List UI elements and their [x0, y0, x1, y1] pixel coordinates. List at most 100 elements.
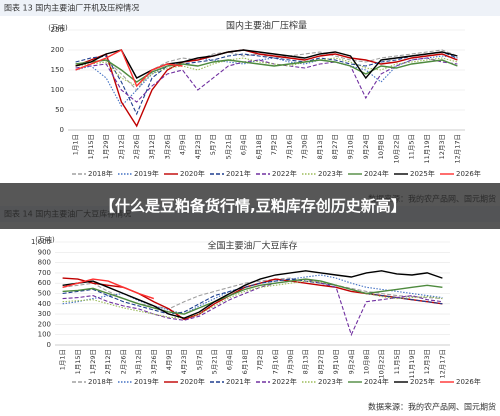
legend-label: 2026年 [456, 169, 481, 178]
series-line [75, 55, 458, 107]
x-tick-label: 8月27日 [331, 134, 339, 159]
y-tick-label: 300 [38, 310, 51, 318]
x-tick-label: 4月23日 [180, 349, 188, 374]
x-tick-label: 9月24日 [347, 349, 355, 374]
overlay-title: 【什么是豆粕备货行情,豆粕库存创历史新高】 [0, 183, 500, 229]
series-line [75, 49, 458, 91]
y-tick-label: 900 [38, 248, 51, 256]
x-tick-label: 1月1日 [72, 134, 80, 155]
x-tick-label: 2月12日 [117, 134, 125, 159]
x-tick-label: 8月13日 [302, 349, 310, 374]
x-tick-label: 5月7日 [209, 134, 217, 155]
x-tick-label: 1月15日 [87, 134, 95, 159]
y-tick-label: 400 [38, 300, 51, 308]
y-tick-label: 50 [55, 106, 64, 114]
legend-label: 2018年 [88, 169, 113, 178]
legend-label: 2024年 [364, 169, 389, 178]
legend-label: 2024年 [364, 377, 389, 386]
series-line [62, 280, 443, 319]
series-line [75, 49, 183, 88]
x-tick-label: 12月3日 [423, 349, 431, 374]
legend-label: 2025年 [410, 169, 435, 178]
series-line [62, 278, 155, 300]
x-tick-label: 11月5日 [408, 134, 416, 159]
x-tick-label: 1月15日 [74, 349, 82, 374]
overlay-text: 【什么是豆粕备货行情,豆粕库存创历史新高】 [100, 196, 406, 215]
series-line [75, 49, 458, 80]
x-tick-label: 10月8日 [377, 134, 385, 159]
x-tick-label: 1月29日 [102, 134, 110, 159]
x-tick-label: 2月26日 [133, 134, 141, 159]
legend-label: 2019年 [134, 377, 159, 386]
x-tick-label: 9月24日 [362, 134, 370, 159]
y-tick-label: 250 [51, 26, 64, 34]
y-tick-label: 0 [60, 126, 64, 134]
x-tick-label: 7月16日 [285, 134, 293, 159]
x-tick-label: 2月12日 [104, 349, 112, 374]
series-line [75, 51, 458, 116]
x-tick-label: 1月29日 [89, 349, 97, 374]
x-tick-label: 11月19日 [408, 349, 416, 379]
y-tick-label: 700 [38, 269, 51, 277]
legend-label: 2018年 [88, 377, 113, 386]
x-tick-label: 12月17日 [453, 134, 461, 164]
chart-title: 全国主要油厂大豆库存 [207, 240, 297, 252]
x-tick-label: 7月2日 [256, 349, 264, 370]
x-tick-label: 3月26日 [163, 134, 171, 159]
x-tick-label: 9月10日 [346, 134, 354, 159]
y-unit: (万吨) [35, 235, 55, 244]
y-tick-label: 800 [38, 259, 51, 267]
x-tick-label: 11月5日 [393, 349, 401, 374]
chart-title: 国内主要油厂压榨量 [226, 20, 307, 32]
x-tick-label: 8月13日 [316, 134, 324, 159]
series-line [75, 59, 458, 83]
legend-label: 2023年 [318, 377, 343, 386]
y-tick-label: 200 [38, 320, 51, 328]
x-tick-label: 3月12日 [148, 134, 156, 159]
series-line [62, 274, 443, 315]
legend-label: 2025年 [410, 377, 435, 386]
series-line [62, 278, 443, 315]
legend-label: 2022年 [272, 377, 297, 386]
y-tick-label: 600 [38, 279, 51, 287]
x-tick-label: 7月30日 [301, 134, 309, 159]
legend-label: 2019年 [134, 169, 159, 178]
x-tick-label: 8月27日 [317, 349, 325, 374]
x-tick-label: 3月26日 [150, 349, 158, 374]
legend-label: 2022年 [272, 169, 297, 178]
x-tick-label: 6月18日 [241, 349, 249, 374]
series-line [62, 270, 443, 319]
series-line [62, 278, 443, 337]
x-tick-label: 10月8日 [362, 349, 370, 374]
x-tick-label: 7月2日 [270, 134, 278, 155]
legend-label: 2021年 [226, 169, 251, 178]
legend-label: 2026年 [456, 377, 481, 386]
x-tick-label: 7月30日 [286, 349, 294, 374]
legend-label: 2021年 [226, 377, 251, 386]
y-unit: (万吨) [48, 23, 68, 32]
x-tick-label: 12月3日 [438, 134, 446, 159]
y-tick-label: 500 [38, 290, 51, 298]
y-tick-label: 0 [47, 341, 51, 349]
x-tick-label: 4月9日 [165, 349, 173, 370]
caption-bar [0, 0, 500, 16]
x-tick-label: 6月18日 [255, 134, 263, 159]
x-tick-label: 6月4日 [240, 134, 248, 155]
series-line [62, 278, 443, 315]
y-tick-label: 200 [51, 46, 64, 54]
legend-label: 2020年 [180, 377, 205, 386]
x-tick-label: 2月26日 [119, 349, 127, 374]
x-tick-label: 11月19日 [423, 134, 431, 164]
x-tick-label: 10月22日 [392, 134, 400, 164]
x-tick-label: 6月4日 [226, 349, 234, 370]
x-tick-label: 1月1日 [59, 349, 67, 370]
legend-label: 2020年 [180, 169, 205, 178]
y-tick-label: 1,000 [31, 238, 51, 246]
x-tick-label: 7月16日 [271, 349, 279, 374]
caption: 图表 13 国内主要油厂开机及压榨情况 [4, 3, 139, 13]
y-tick-label: 100 [51, 86, 64, 94]
legend-label: 2023年 [318, 169, 343, 178]
series-line [75, 49, 458, 128]
